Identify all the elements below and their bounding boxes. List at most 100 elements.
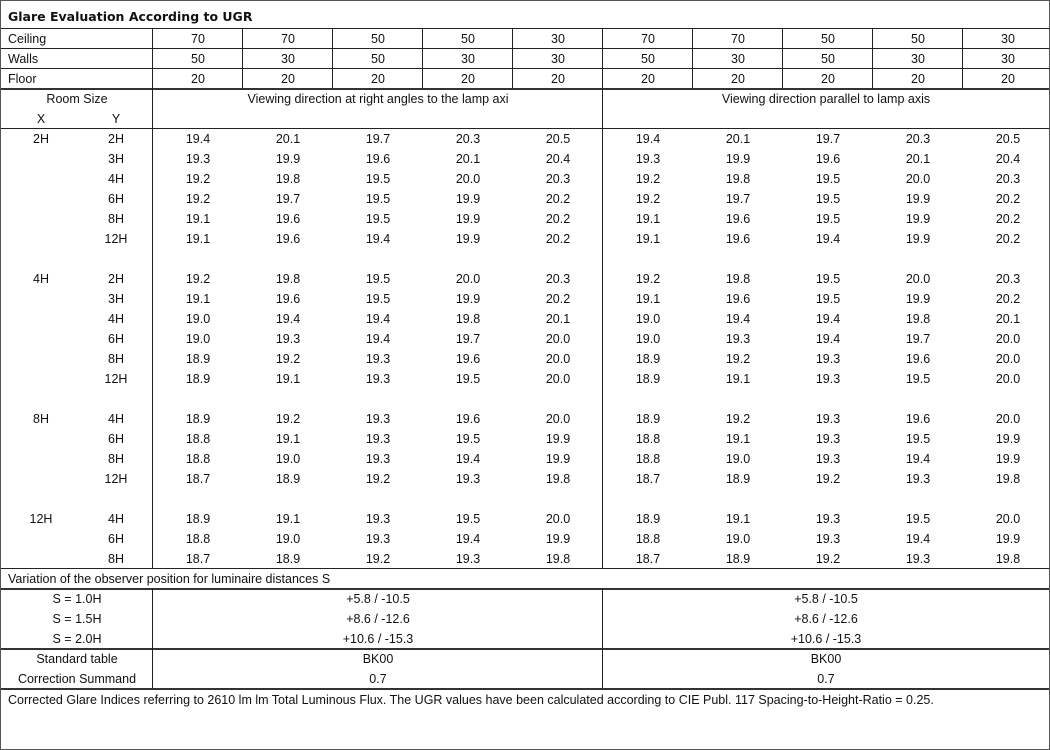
ugr-value: 19.3 <box>815 352 841 366</box>
ugr-value: 19.5 <box>365 292 391 306</box>
ugr-value: 19.0 <box>185 312 211 326</box>
reflectance-value: 30 <box>281 52 295 66</box>
standard-table-right: BK00 <box>810 652 842 666</box>
ugr-value: 19.5 <box>365 272 391 286</box>
ugr-value: 19.8 <box>905 312 931 326</box>
ugr-value: 19.1 <box>725 512 751 526</box>
reflectance-value: 50 <box>371 52 385 66</box>
ugr-value: 19.8 <box>725 172 751 186</box>
ugr-value: 20.0 <box>905 272 931 286</box>
room-y: 12H <box>104 372 128 386</box>
ugr-value: 20.2 <box>545 232 571 246</box>
ugr-value: 20.0 <box>995 372 1021 386</box>
ugr-value: 20.0 <box>455 172 481 186</box>
room-x-8h: 8H <box>33 412 49 426</box>
ugr-value: 19.2 <box>275 352 301 366</box>
divider <box>1 568 1049 569</box>
ugr-value: 19.5 <box>815 272 841 286</box>
ugr-value: 18.8 <box>185 532 211 546</box>
ugr-value: 19.5 <box>365 192 391 206</box>
ugr-value: 19.1 <box>185 232 211 246</box>
divider <box>692 28 693 88</box>
room-y: 8H <box>108 352 124 366</box>
reflectance-value: 50 <box>371 32 385 46</box>
ugr-value: 19.7 <box>725 192 751 206</box>
ugr-value: 19.8 <box>455 312 481 326</box>
ugr-value: 19.6 <box>275 212 301 226</box>
ugr-value: 19.2 <box>815 472 841 486</box>
ugr-value: 18.8 <box>185 432 211 446</box>
ugr-value: 19.4 <box>185 132 211 146</box>
reflectance-value: 70 <box>731 32 745 46</box>
ugr-value: 19.3 <box>905 472 931 486</box>
ugr-value: 20.0 <box>545 412 571 426</box>
ugr-value: 19.6 <box>455 352 481 366</box>
ugr-value: 18.8 <box>635 452 661 466</box>
correction-summand-left: 0.7 <box>369 672 387 686</box>
ugr-value: 20.5 <box>995 132 1021 146</box>
reflectance-value: 30 <box>551 32 565 46</box>
divider <box>332 28 333 88</box>
ugr-value: 19.1 <box>635 232 661 246</box>
reflectance-label-ceiling: Ceiling <box>8 32 47 46</box>
reflectance-value: 30 <box>551 52 565 66</box>
room-size-label: Room Size <box>46 92 108 106</box>
divider <box>242 28 243 88</box>
divider <box>1 688 1049 690</box>
ugr-value: 19.4 <box>905 532 931 546</box>
ugr-value: 20.0 <box>545 332 571 346</box>
x-label: X <box>36 112 46 126</box>
ugr-value: 19.2 <box>185 172 211 186</box>
reflectance-value: 30 <box>911 52 925 66</box>
ugr-value: 20.2 <box>995 292 1021 306</box>
divider <box>782 28 783 88</box>
ugr-value: 19.3 <box>815 532 841 546</box>
ugr-value: 19.4 <box>815 232 841 246</box>
reflectance-value: 20 <box>281 72 295 86</box>
ugr-value: 19.5 <box>815 172 841 186</box>
ugr-value: 19.9 <box>905 292 931 306</box>
ugr-value: 18.7 <box>635 552 661 566</box>
variation-label: S = 1.5H <box>52 612 102 626</box>
ugr-value: 19.3 <box>275 332 301 346</box>
ugr-value: 20.1 <box>995 312 1021 326</box>
ugr-value: 20.2 <box>995 232 1021 246</box>
ugr-value: 19.3 <box>725 332 751 346</box>
ugr-value: 19.9 <box>725 152 751 166</box>
ugr-value: 19.3 <box>815 412 841 426</box>
ugr-value: 19.2 <box>365 552 391 566</box>
ugr-value: 20.2 <box>995 192 1021 206</box>
ugr-value: 19.9 <box>905 192 931 206</box>
room-y: 2H <box>108 272 124 286</box>
ugr-value: 18.9 <box>185 372 211 386</box>
ugr-value: 19.7 <box>365 132 391 146</box>
ugr-value: 19.1 <box>725 432 751 446</box>
ugr-value: 19.6 <box>725 232 751 246</box>
reflectance-value: 20 <box>461 72 475 86</box>
ugr-value: 19.3 <box>905 552 931 566</box>
divider <box>1 28 1049 29</box>
ugr-value: 19.9 <box>905 232 931 246</box>
room-y: 6H <box>108 532 124 546</box>
reflectance-value: 30 <box>1001 52 1015 66</box>
ugr-value: 20.0 <box>995 512 1021 526</box>
ugr-value: 20.3 <box>905 132 931 146</box>
ugr-value: 18.8 <box>635 432 661 446</box>
ugr-value: 19.4 <box>455 532 481 546</box>
reflectance-value: 30 <box>1001 32 1015 46</box>
ugr-value: 19.3 <box>455 552 481 566</box>
ugr-value: 19.1 <box>275 372 301 386</box>
variation-right: +10.6 / -15.3 <box>790 632 862 646</box>
ugr-value: 19.6 <box>275 292 301 306</box>
divider <box>1 128 1049 129</box>
ugr-value: 19.0 <box>185 332 211 346</box>
ugr-value: 19.4 <box>725 312 751 326</box>
divider <box>1 648 1049 650</box>
ugr-value: 19.2 <box>725 412 751 426</box>
room-y: 8H <box>108 452 124 466</box>
ugr-value: 19.8 <box>275 172 301 186</box>
reflectance-value: 20 <box>821 72 835 86</box>
reflectance-value: 70 <box>641 32 655 46</box>
ugr-value: 19.6 <box>815 152 841 166</box>
ugr-value: 19.1 <box>635 212 661 226</box>
